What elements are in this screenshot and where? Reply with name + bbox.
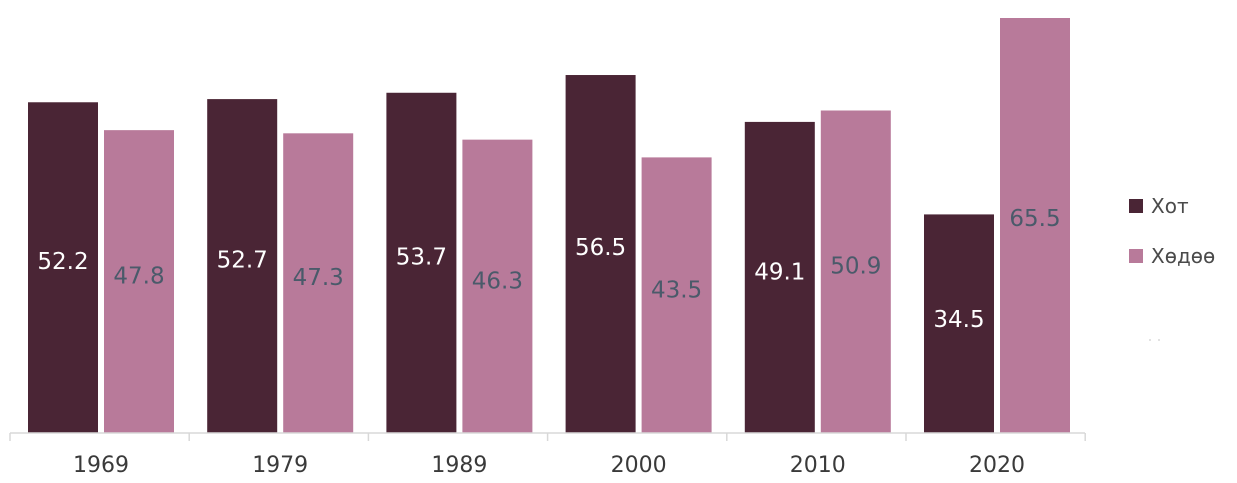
value-label: 47.3 xyxy=(293,265,344,291)
value-label: 56.5 xyxy=(575,235,626,261)
bar-khodoo-1969 xyxy=(104,130,174,434)
legend-swatch xyxy=(1129,249,1143,263)
value-label: 65.5 xyxy=(1009,206,1060,232)
value-label: 43.5 xyxy=(651,278,702,304)
x-tick-label: 1969 xyxy=(73,453,129,478)
x-tick-label: 2010 xyxy=(790,453,846,478)
decorative-dot xyxy=(1149,339,1151,341)
value-label: 52.2 xyxy=(37,249,88,275)
x-tick-label: 1989 xyxy=(431,453,487,478)
value-label: 52.7 xyxy=(217,248,268,274)
bar-khot-1969 xyxy=(28,102,98,433)
value-label: 46.3 xyxy=(472,268,523,294)
bar-khodoo-2010 xyxy=(820,110,891,433)
bar-khot-1989 xyxy=(386,92,457,433)
bar-khot-2020 xyxy=(924,214,994,433)
value-label: 53.7 xyxy=(396,244,447,270)
value-label: 50.9 xyxy=(830,253,881,279)
x-tick-label: 1979 xyxy=(252,453,308,478)
bar-khot-2000 xyxy=(565,75,636,434)
bar-khot-2010 xyxy=(744,121,815,434)
bar-khot-1979 xyxy=(207,99,278,433)
x-tick-label: 2020 xyxy=(969,453,1025,478)
decorative-dot-pattern xyxy=(1149,339,1160,341)
legend: Хот Хөдөө xyxy=(1129,194,1215,268)
bar-khodoo-2000 xyxy=(641,157,712,433)
value-label: 34.5 xyxy=(933,307,984,333)
value-label: 49.1 xyxy=(754,259,805,285)
bar-khodoo-2020 xyxy=(1000,18,1070,433)
x-axis: 1969 1979 1989 2000 2010 2020 xyxy=(9,432,1086,478)
value-label: 47.8 xyxy=(113,264,164,290)
bars-layer: 52.2 47.8 52.7 47.3 53.7 46.3 56.5 43.5 49.1 50.9… xyxy=(28,18,1070,434)
legend-label: Хот xyxy=(1151,194,1189,218)
legend-label: Хөдөө xyxy=(1151,244,1215,268)
bar-khodoo-1979 xyxy=(283,133,354,433)
x-tick-label: 2000 xyxy=(611,453,667,478)
decorative-dot xyxy=(1158,339,1160,341)
legend-swatch xyxy=(1129,199,1143,213)
bar-khodoo-1989 xyxy=(462,139,533,433)
